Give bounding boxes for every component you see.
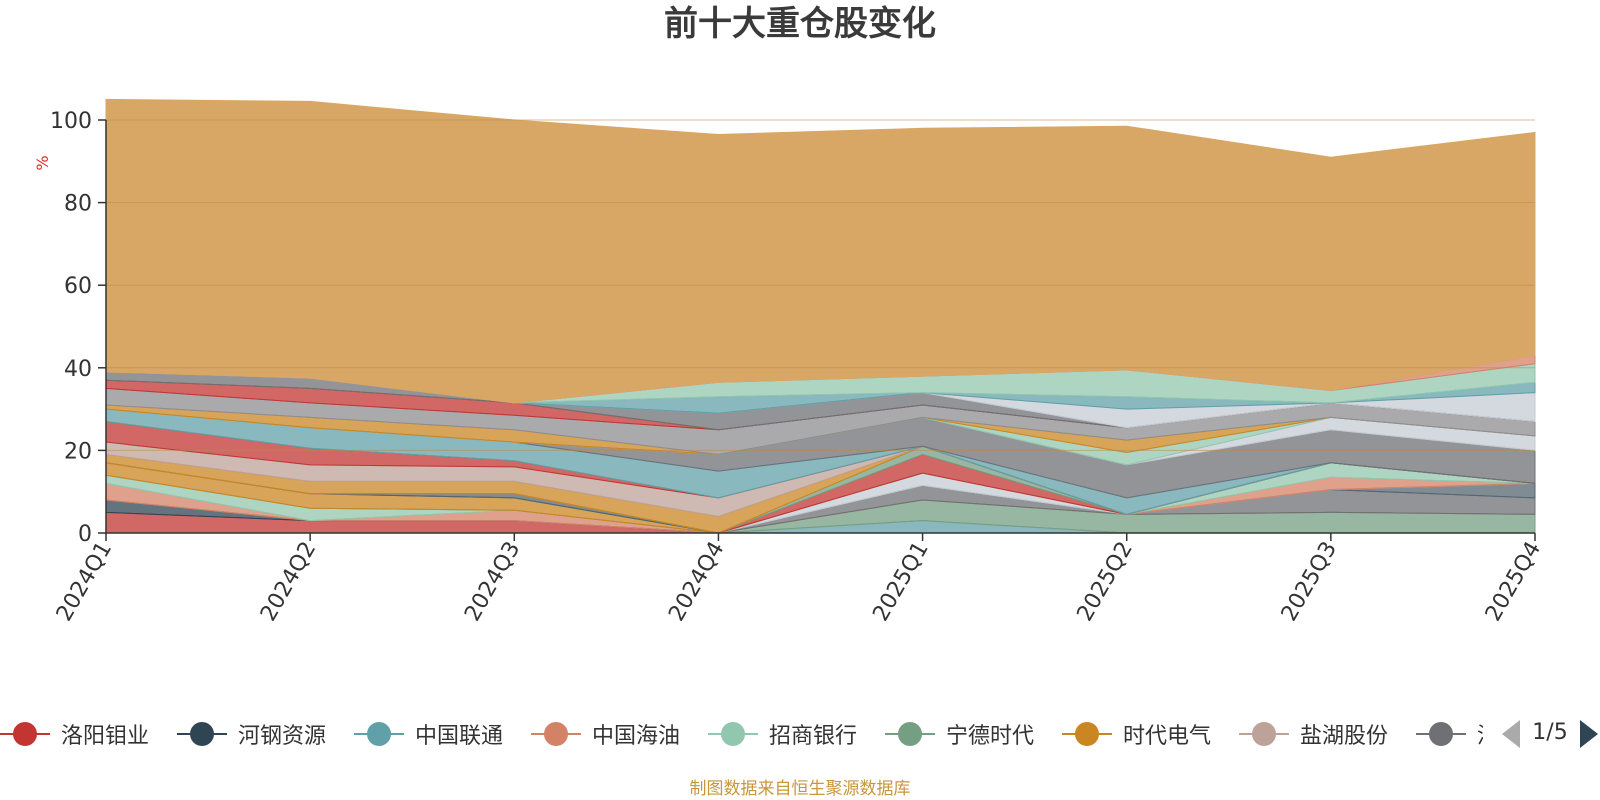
legend-label: 中国联通 [415, 724, 504, 749]
legend-marker-icon [0, 716, 50, 752]
legend-marker-dot [190, 722, 214, 746]
legend-label: 洛阳钼业 [61, 724, 150, 749]
x-tick-label: 2024Q4 [664, 538, 729, 626]
legend-pager: 1/5 [1498, 716, 1600, 752]
y-tick-label: 40 [64, 357, 92, 382]
legend-marker-dot [721, 722, 745, 746]
legend-item[interactable]: 中国海油 [531, 716, 680, 752]
legend-marker-icon [1062, 716, 1112, 752]
legend-marker-icon [1416, 716, 1466, 752]
legend: 洛阳钼业 河钢资源 中国联通 中国海油 招商银行 宁德时代 时代电气 盐湖股份 洛 [0, 716, 1600, 756]
legend-marker-dot [544, 722, 568, 746]
area-series-30[interactable] [105, 98, 1536, 404]
legend-page-indicator: 1/5 [1532, 720, 1568, 745]
legend-item[interactable]: 洛 [1416, 716, 1483, 752]
legend-next-page-icon[interactable] [1580, 720, 1598, 748]
legend-marker-dot [898, 722, 922, 746]
y-tick-label: 0 [78, 522, 92, 547]
legend-label: 招商银行 [769, 724, 858, 749]
y-axis-unit-label: % [33, 155, 52, 170]
legend-item[interactable]: 河钢资源 [177, 716, 326, 752]
legend-marker-dot [1252, 722, 1276, 746]
legend-label: 河钢资源 [238, 724, 327, 749]
y-tick-label: 100 [50, 109, 92, 134]
x-tick-label: 2025Q4 [1481, 538, 1546, 626]
legend-marker-dot [367, 722, 391, 746]
legend-items: 洛阳钼业 河钢资源 中国联通 中国海油 招商银行 宁德时代 时代电气 盐湖股份 洛 [0, 716, 1483, 756]
data-source-note: 制图数据来自恒生聚源数据库 [689, 779, 911, 799]
grid-overlay [106, 119, 1535, 451]
x-tick-label: 2025Q1 [868, 538, 933, 626]
x-tick-label: 2024Q2 [256, 538, 321, 626]
legend-marker-icon [531, 716, 581, 752]
y-tick-label: 20 [64, 439, 92, 464]
legend-marker-dot [13, 722, 37, 746]
legend-label: 中国海油 [592, 724, 681, 749]
legend-item[interactable]: 招商银行 [708, 716, 857, 752]
y-tick-label: 60 [64, 274, 92, 299]
legend-marker-icon [885, 716, 935, 752]
legend-marker-icon [354, 716, 404, 752]
legend-marker-dot [1429, 722, 1453, 746]
legend-item[interactable]: 宁德时代 [885, 716, 1034, 752]
legend-label: 盐湖股份 [1300, 724, 1389, 749]
x-tick-label: 2024Q1 [52, 538, 117, 626]
x-tick-label: 2024Q3 [460, 538, 525, 626]
legend-marker-dot [1075, 722, 1099, 746]
legend-item[interactable]: 洛阳钼业 [0, 716, 149, 752]
legend-item[interactable]: 盐湖股份 [1239, 716, 1388, 752]
y-tick-label: 80 [64, 192, 92, 217]
legend-marker-icon [708, 716, 758, 752]
area-series-group [105, 98, 1536, 534]
x-tick-label: 2025Q2 [1073, 538, 1138, 626]
legend-label: 洛 [1477, 718, 1483, 750]
legend-marker-icon [177, 716, 227, 752]
x-tick-label: 2025Q3 [1277, 538, 1342, 626]
legend-label: 时代电气 [1123, 724, 1212, 749]
legend-marker-icon [1239, 716, 1289, 752]
legend-prev-page-icon[interactable] [1502, 720, 1520, 748]
legend-item[interactable]: 中国联通 [354, 716, 503, 752]
legend-label: 宁德时代 [946, 724, 1035, 749]
legend-item[interactable]: 时代电气 [1062, 716, 1211, 752]
chart-title: 前十大重仓股变化 [664, 4, 936, 44]
